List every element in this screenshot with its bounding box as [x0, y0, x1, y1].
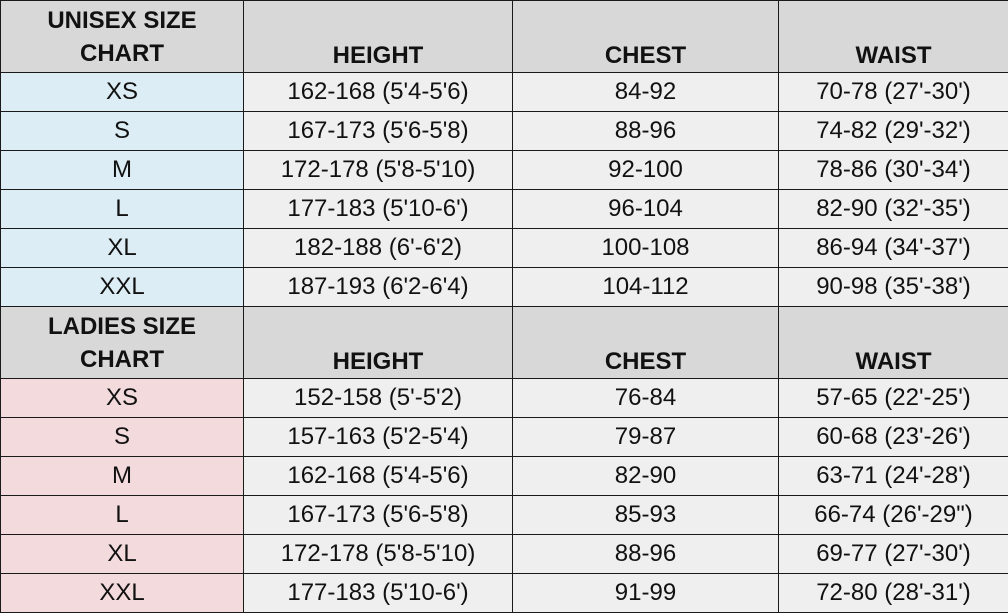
unisex-waist-header: WAIST [779, 1, 1008, 73]
ladies-row: XL 172-178 (5'8-5'10) 88-96 69-77 (27'-3… [1, 535, 1008, 574]
size-cell: M [1, 151, 244, 190]
chest-cell: 91-99 [513, 574, 779, 613]
ladies-header-row: LADIES SIZE CHART HEIGHT CHEST WAIST [1, 307, 1008, 379]
height-cell: 167-173 (5'6-5'8) [244, 496, 513, 535]
unisex-title-line1: UNISEX SIZE [47, 7, 196, 34]
ladies-waist-header: WAIST [779, 307, 1008, 379]
unisex-row: XL 182-188 (6'-6'2) 100-108 86-94 (34'-3… [1, 229, 1008, 268]
ladies-title-cell: LADIES SIZE CHART [1, 307, 244, 379]
waist-cell: 72-80 (28'-31') [779, 574, 1008, 613]
chest-cell: 100-108 [513, 229, 779, 268]
unisex-row: S 167-173 (5'6-5'8) 88-96 74-82 (29'-32'… [1, 112, 1008, 151]
size-cell: S [1, 418, 244, 457]
ladies-chest-header: CHEST [513, 307, 779, 379]
ladies-height-header: HEIGHT [244, 307, 513, 379]
unisex-title-line2: CHART [80, 40, 164, 67]
waist-cell: 74-82 (29'-32') [779, 112, 1008, 151]
size-cell: XS [1, 379, 244, 418]
ladies-row: S 157-163 (5'2-5'4) 79-87 60-68 (23'-26'… [1, 418, 1008, 457]
size-cell: S [1, 112, 244, 151]
chest-cell: 92-100 [513, 151, 779, 190]
height-cell: 177-183 (5'10-6') [244, 190, 513, 229]
waist-cell: 69-77 (27'-30') [779, 535, 1008, 574]
unisex-title-cell: UNISEX SIZE CHART [1, 1, 244, 73]
chest-cell: 104-112 [513, 268, 779, 307]
waist-cell: 70-78 (27'-30') [779, 73, 1008, 112]
size-cell: XXL [1, 574, 244, 613]
ladies-row: L 167-173 (5'6-5'8) 85-93 66-74 (26'-29"… [1, 496, 1008, 535]
ladies-row: M 162-168 (5'4-5'6) 82-90 63-71 (24'-28'… [1, 457, 1008, 496]
ladies-title-line1: LADIES SIZE [48, 313, 196, 340]
chest-cell: 79-87 [513, 418, 779, 457]
size-cell: L [1, 496, 244, 535]
waist-cell: 78-86 (30'-34') [779, 151, 1008, 190]
height-cell: 167-173 (5'6-5'8) [244, 112, 513, 151]
size-cell: M [1, 457, 244, 496]
chest-cell: 88-96 [513, 112, 779, 151]
unisex-header-row: UNISEX SIZE CHART HEIGHT CHEST WAIST [1, 1, 1008, 73]
waist-cell: 60-68 (23'-26') [779, 418, 1008, 457]
size-cell: XL [1, 229, 244, 268]
height-cell: 157-163 (5'2-5'4) [244, 418, 513, 457]
chest-cell: 85-93 [513, 496, 779, 535]
height-cell: 187-193 (6'2-6'4) [244, 268, 513, 307]
height-cell: 172-178 (5'8-5'10) [244, 151, 513, 190]
size-cell: XS [1, 73, 244, 112]
unisex-row: M 172-178 (5'8-5'10) 92-100 78-86 (30'-3… [1, 151, 1008, 190]
ladies-row: XS 152-158 (5'-5'2) 76-84 57-65 (22'-25'… [1, 379, 1008, 418]
ladies-row: XXL 177-183 (5'10-6') 91-99 72-80 (28'-3… [1, 574, 1008, 613]
waist-cell: 90-98 (35'-38') [779, 268, 1008, 307]
size-cell: L [1, 190, 244, 229]
chest-cell: 96-104 [513, 190, 779, 229]
waist-cell: 63-71 (24'-28') [779, 457, 1008, 496]
unisex-chest-header: CHEST [513, 1, 779, 73]
height-cell: 162-168 (5'4-5'6) [244, 73, 513, 112]
waist-cell: 86-94 (34'-37') [779, 229, 1008, 268]
waist-cell: 82-90 (32'-35') [779, 190, 1008, 229]
height-cell: 177-183 (5'10-6') [244, 574, 513, 613]
size-cell: XXL [1, 268, 244, 307]
chest-cell: 76-84 [513, 379, 779, 418]
size-cell: XL [1, 535, 244, 574]
waist-cell: 66-74 (26'-29") [779, 496, 1008, 535]
chest-cell: 88-96 [513, 535, 779, 574]
ladies-title-line2: CHART [80, 346, 164, 373]
chest-cell: 82-90 [513, 457, 779, 496]
unisex-row: L 177-183 (5'10-6') 96-104 82-90 (32'-35… [1, 190, 1008, 229]
chest-cell: 84-92 [513, 73, 779, 112]
unisex-row: XXL 187-193 (6'2-6'4) 104-112 90-98 (35'… [1, 268, 1008, 307]
height-cell: 172-178 (5'8-5'10) [244, 535, 513, 574]
height-cell: 182-188 (6'-6'2) [244, 229, 513, 268]
waist-cell: 57-65 (22'-25') [779, 379, 1008, 418]
unisex-height-header: HEIGHT [244, 1, 513, 73]
height-cell: 162-168 (5'4-5'6) [244, 457, 513, 496]
unisex-row: XS 162-168 (5'4-5'6) 84-92 70-78 (27'-30… [1, 73, 1008, 112]
height-cell: 152-158 (5'-5'2) [244, 379, 513, 418]
